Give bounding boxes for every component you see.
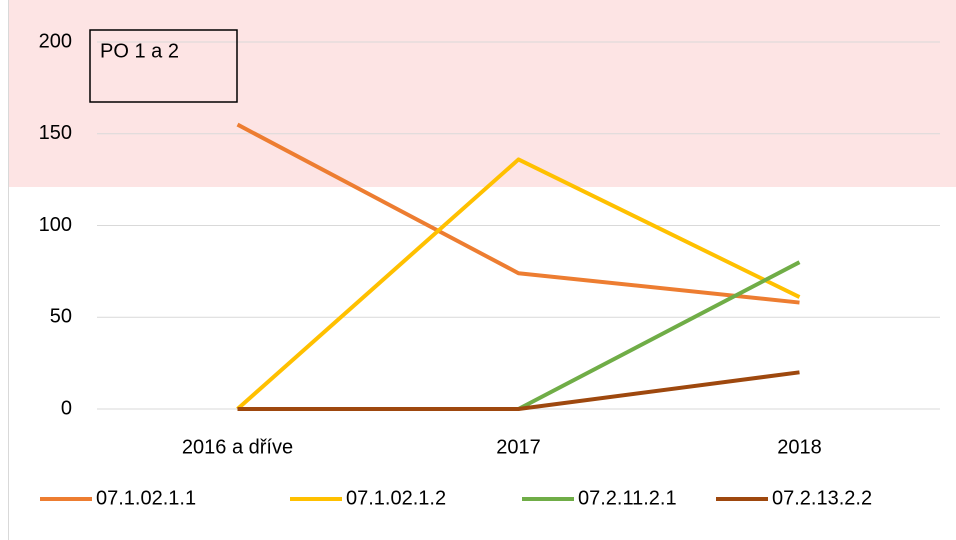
annotation: PO 1 a 2	[100, 40, 179, 62]
series-line	[236, 157, 801, 411]
legend-label: 07.2.13.2.2	[772, 487, 872, 509]
y-tick-label: 50	[50, 306, 72, 328]
highlight-band	[8, 0, 956, 187]
annotation-box	[89, 29, 238, 103]
series-lines	[236, 122, 801, 411]
legend-label: 07.1.02.1.1	[96, 487, 196, 509]
legend-label: 07.1.02.1.2	[346, 487, 446, 509]
series-line	[236, 122, 800, 305]
x-tick-label: 2017	[496, 436, 541, 458]
legend-label: 07.2.11.2.1	[578, 487, 677, 509]
y-tick-label: 100	[39, 214, 72, 236]
x-tick-label: 2016 a dříve	[182, 436, 293, 458]
x-tick-label: 2018	[777, 436, 822, 458]
series-line	[237, 370, 800, 411]
y-tick-label: 200	[39, 30, 72, 52]
y-tick-label: 150	[39, 122, 72, 144]
y-tick-label: 0	[61, 397, 72, 419]
